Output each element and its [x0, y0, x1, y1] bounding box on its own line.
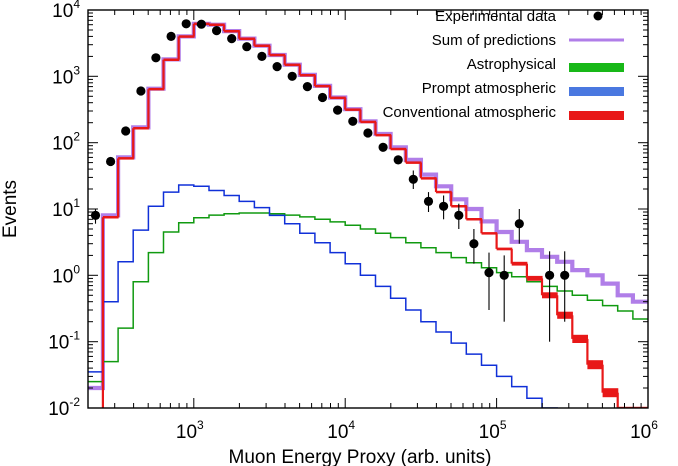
- data-point: [303, 82, 312, 91]
- data-point: [227, 34, 236, 43]
- legend-swatch-prompt-atmospheric: [569, 87, 624, 96]
- data-point: [363, 128, 372, 137]
- data-point: [560, 271, 569, 280]
- bar-conventional-atmospheric: [497, 248, 513, 251]
- tick-base: 10: [52, 200, 73, 221]
- x-axis-title: Muon Energy Proxy (arb. units): [229, 447, 492, 466]
- data-point: [545, 271, 554, 280]
- data-point: [348, 117, 357, 126]
- bar-conventional-atmospheric: [270, 54, 286, 57]
- bar-conventional-atmospheric: [239, 38, 255, 41]
- data-point: [242, 42, 251, 51]
- bar-conventional-atmospheric: [254, 45, 270, 48]
- data-point: [106, 157, 115, 166]
- tick-base: 10: [52, 1, 73, 22]
- tick-base: 10: [176, 422, 197, 443]
- bar-conventional-atmospheric: [406, 161, 422, 164]
- data-point: [212, 26, 221, 35]
- data-point: [424, 197, 433, 206]
- tick-exponent: -1: [69, 329, 80, 343]
- bar-conventional-atmospheric: [345, 108, 361, 111]
- bar-conventional-atmospheric: [603, 388, 619, 397]
- bar-conventional-atmospheric: [376, 134, 392, 137]
- data-point: [257, 52, 266, 61]
- bar-conventional-atmospheric: [148, 88, 164, 91]
- legend-label-conventional-atmospheric: Conventional atmospheric: [383, 104, 557, 121]
- tick-exponent: 4: [73, 0, 80, 11]
- data-point: [394, 155, 403, 164]
- legend-label-sum-of-predictions: Sum of predictions: [432, 32, 556, 49]
- bar-conventional-atmospheric: [391, 148, 407, 151]
- tick-base: 10: [52, 67, 73, 88]
- tick-exponent: 6: [651, 418, 658, 432]
- tick-exponent: 3: [73, 63, 80, 77]
- data-point: [288, 72, 297, 81]
- tick-exponent: 0: [73, 262, 80, 276]
- bar-conventional-atmospheric: [436, 191, 452, 194]
- bar-conventional-atmospheric: [330, 97, 346, 100]
- tick-base: 10: [630, 422, 651, 443]
- bar-conventional-atmospheric: [103, 216, 119, 219]
- y-axis-title: Events: [0, 180, 21, 238]
- data-point: [167, 32, 176, 41]
- tick-base: 10: [48, 399, 69, 420]
- tick-base: 10: [479, 422, 500, 443]
- legend-swatch-astrophysical: [569, 63, 624, 72]
- data-point: [515, 219, 524, 228]
- data-point: [182, 19, 191, 28]
- tick-base: 10: [327, 422, 348, 443]
- tick-exponent: 1: [73, 196, 80, 210]
- tick-base: 10: [52, 134, 73, 155]
- legend-swatch-conventional-atmospheric: [569, 111, 624, 120]
- bar-conventional-atmospheric: [118, 157, 134, 160]
- data-point: [273, 62, 282, 71]
- tick-exponent: 4: [348, 418, 355, 432]
- data-point: [439, 202, 448, 211]
- data-point: [151, 53, 160, 62]
- data-point: [379, 143, 388, 152]
- bar-conventional-atmospheric: [209, 24, 225, 27]
- data-point: [121, 126, 130, 135]
- bar-conventional-atmospheric: [300, 74, 316, 77]
- data-point: [136, 86, 145, 95]
- tick-exponent: 5: [500, 418, 507, 432]
- tick-base: 10: [52, 266, 73, 287]
- data-point: [469, 239, 478, 248]
- data-point: [333, 106, 342, 115]
- bar-conventional-atmospheric: [572, 335, 588, 343]
- tick-exponent: -2: [69, 395, 80, 409]
- legend-label-astrophysical: Astrophysical: [467, 56, 556, 73]
- legend-label-experimental-data: Experimental data: [435, 8, 557, 25]
- bar-conventional-atmospheric: [512, 262, 528, 266]
- bar-conventional-atmospheric: [527, 276, 543, 281]
- bar-conventional-atmospheric: [360, 121, 376, 124]
- bar-conventional-atmospheric: [587, 360, 603, 369]
- bar-conventional-atmospheric: [164, 59, 180, 62]
- bar-conventional-atmospheric: [285, 64, 301, 67]
- data-point: [484, 268, 493, 277]
- tick-base: 10: [48, 333, 69, 354]
- data-point: [197, 20, 206, 29]
- bar-conventional-atmospheric: [133, 127, 149, 130]
- legend-marker-experimental-data: [594, 12, 603, 21]
- bar-conventional-atmospheric: [466, 218, 482, 221]
- data-point: [409, 175, 418, 184]
- bar-conventional-atmospheric: [179, 35, 195, 38]
- bar-conventional-atmospheric: [421, 177, 437, 180]
- tick-exponent: 2: [73, 130, 80, 144]
- bar-conventional-atmospheric: [315, 85, 331, 88]
- tick-exponent: 3: [197, 418, 204, 432]
- data-point: [500, 271, 509, 280]
- bar-conventional-atmospheric: [224, 30, 240, 33]
- bar-conventional-atmospheric: [482, 232, 498, 235]
- legend-label-prompt-atmospheric: Prompt atmospheric: [422, 80, 557, 97]
- data-point: [454, 211, 463, 220]
- data-point: [318, 93, 327, 102]
